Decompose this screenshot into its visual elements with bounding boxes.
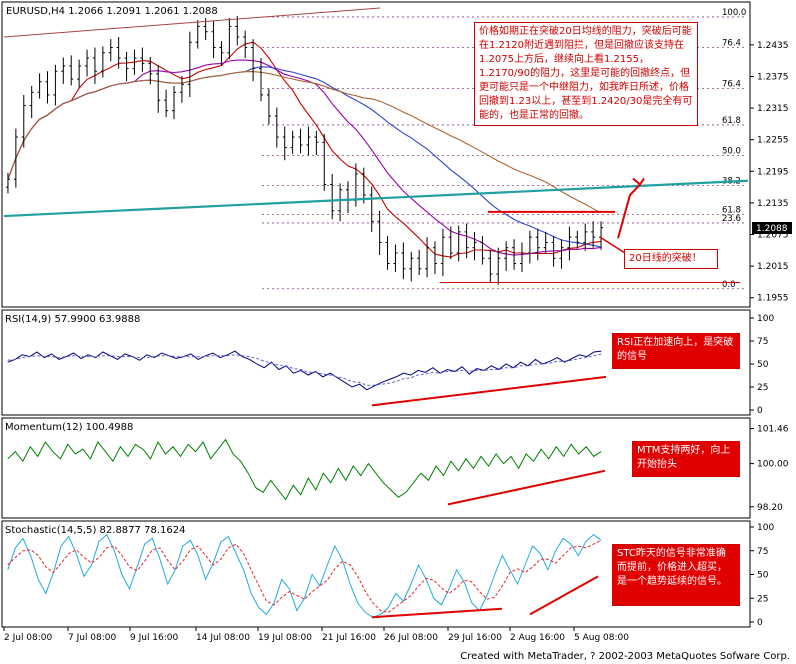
axis-tick-label: 100 [757,523,774,533]
projection-arrowhead [632,177,645,186]
time-tick-label: 26 Jul 08:00 [384,633,438,643]
channel-line-top [3,7,381,38]
stochastic-main-line [7,533,602,618]
fib-level-label: 50.0 [722,147,741,157]
axis-tick-label: 98.20 [757,503,783,513]
momentum-line [7,438,606,506]
fib-level-label: 61.8 [722,116,741,126]
price-tick-label: 1.2135 [757,199,789,209]
rsi-note: RSI正在加速向上，是突破的信号 [612,333,740,369]
last-price-marker: 1.2088 [752,222,792,234]
time-tick-label: 2 Jul 08:00 [4,633,53,643]
metatrader-credit: Created with MetaTrader, ? 2002-2003 Met… [460,651,790,662]
stochastic-trend-line-1 [371,607,503,619]
trend-drawings [3,7,749,283]
price-pane-title: EURUSD,H4 1.2066 1.2091 1.2061 1.2088 [6,6,218,17]
time-tick-label: 14 Jul 08:00 [196,633,250,643]
time-tick-label: 2 Aug 16:00 [510,633,565,643]
stochastic-axis: 100 75 50 25 0 [750,523,774,628]
fib-level-label: 76.4 [722,39,741,49]
fib-level-label: 76.4 [722,80,741,90]
price-tick-label: 1.2075 [757,231,789,241]
stochastic-lines [7,533,602,619]
fibonacci-levels: 100.076.476.461.850.038.261.823.60.0 [262,8,746,290]
trend-line-teal [3,179,749,218]
axis-tick-label: 100.00 [757,460,789,470]
price-tick-label: 1.2375 [757,72,789,82]
stochastic-trend-line-2 [529,575,599,616]
fib-level-label: 61.8 [722,206,741,216]
last-price-label: 1.2088 [756,224,788,234]
time-tick-label: 7 Jul 08:00 [68,633,117,643]
rsi-line [7,350,602,391]
fib-level-label: 0.0 [722,280,736,290]
rsi-trend-line [371,375,607,407]
axis-tick-label: 101.46 [757,425,789,435]
axis-tick-label: 75 [757,337,768,347]
fib-level-label: 100.0 [722,8,746,18]
breakout-pointer [599,236,626,254]
axis-tick-label: 75 [757,547,768,557]
momentum-line [7,438,602,501]
time-tick-label: 9 Jul 16:00 [130,633,179,643]
time-tick-label: 29 Jul 16:00 [448,633,502,643]
momentum-trend-line [447,469,606,506]
axis-tick-label: 50 [757,571,769,581]
axis-tick-label: 0 [757,406,763,416]
rsi-axis: 100 75 50 25 0 [750,314,774,416]
price-tick-label: 1.2195 [757,167,789,177]
time-tick-label: 5 Aug 08:00 [574,633,629,643]
price-tick-label: 1.2315 [757,104,789,114]
breakout-note: 20日线的突破！ [624,249,718,269]
axis-tick-label: 100 [757,314,774,324]
momentum-pane: Momentum(12) 100.4988 101.46 100.00 98.20 [1,417,789,519]
projection-arrow [617,183,641,239]
momentum-note: MTM支持两好，向上开始抬头 [632,441,740,477]
time-axis: 2 Jul 08:00 7 Jul 08:00 9 Jul 16:00 14 Jul … [3,627,629,643]
price-tick-label: 1.2435 [757,41,789,51]
price-tick-label: 1.2015 [757,262,789,272]
stochastic-pane-title: Stochastic(14,5,5) 82.8877 78.1624 [5,525,185,536]
axis-tick-label: 0 [757,618,763,628]
fib-level-label: 23.6 [722,214,741,224]
time-tick-label: 19 Jul 08:00 [258,633,312,643]
time-tick-label: 21 Jul 16:00 [322,633,376,643]
axis-tick-label: 25 [757,383,768,393]
price-tick-label: 1.1955 [757,294,789,304]
main-analysis-note: 价格如期正在突破20日均线的阻力，突破后可能在1.2120附近遇到阻拦，但是回撤… [474,22,698,126]
momentum-pane-title: Momentum(12) 100.4988 [5,422,133,433]
price-axis: 1.2435 1.2375 1.2315 1.2255 1.2195 1.2135 1.20… [750,41,789,304]
rsi-lines [7,350,607,407]
axis-tick-label: 50 [757,360,769,370]
stochastic-signal-line [7,539,602,614]
stochastic-note: STC昨天的信号非常准确而提前，价格进入超买，是一个趋势延续的信号。 [612,544,740,606]
rsi-signal-line [7,353,602,386]
axis-tick-label: 25 [757,594,768,604]
rsi-pane-title: RSI(14,9) 57.9900 63.9888 [5,314,140,325]
ma-red-line [7,41,602,258]
price-tick-label: 1.2255 [757,136,789,146]
ma-brown-line [7,71,602,214]
momentum-axis: 101.46 100.00 98.20 [750,425,789,513]
candlesticks [5,15,604,285]
